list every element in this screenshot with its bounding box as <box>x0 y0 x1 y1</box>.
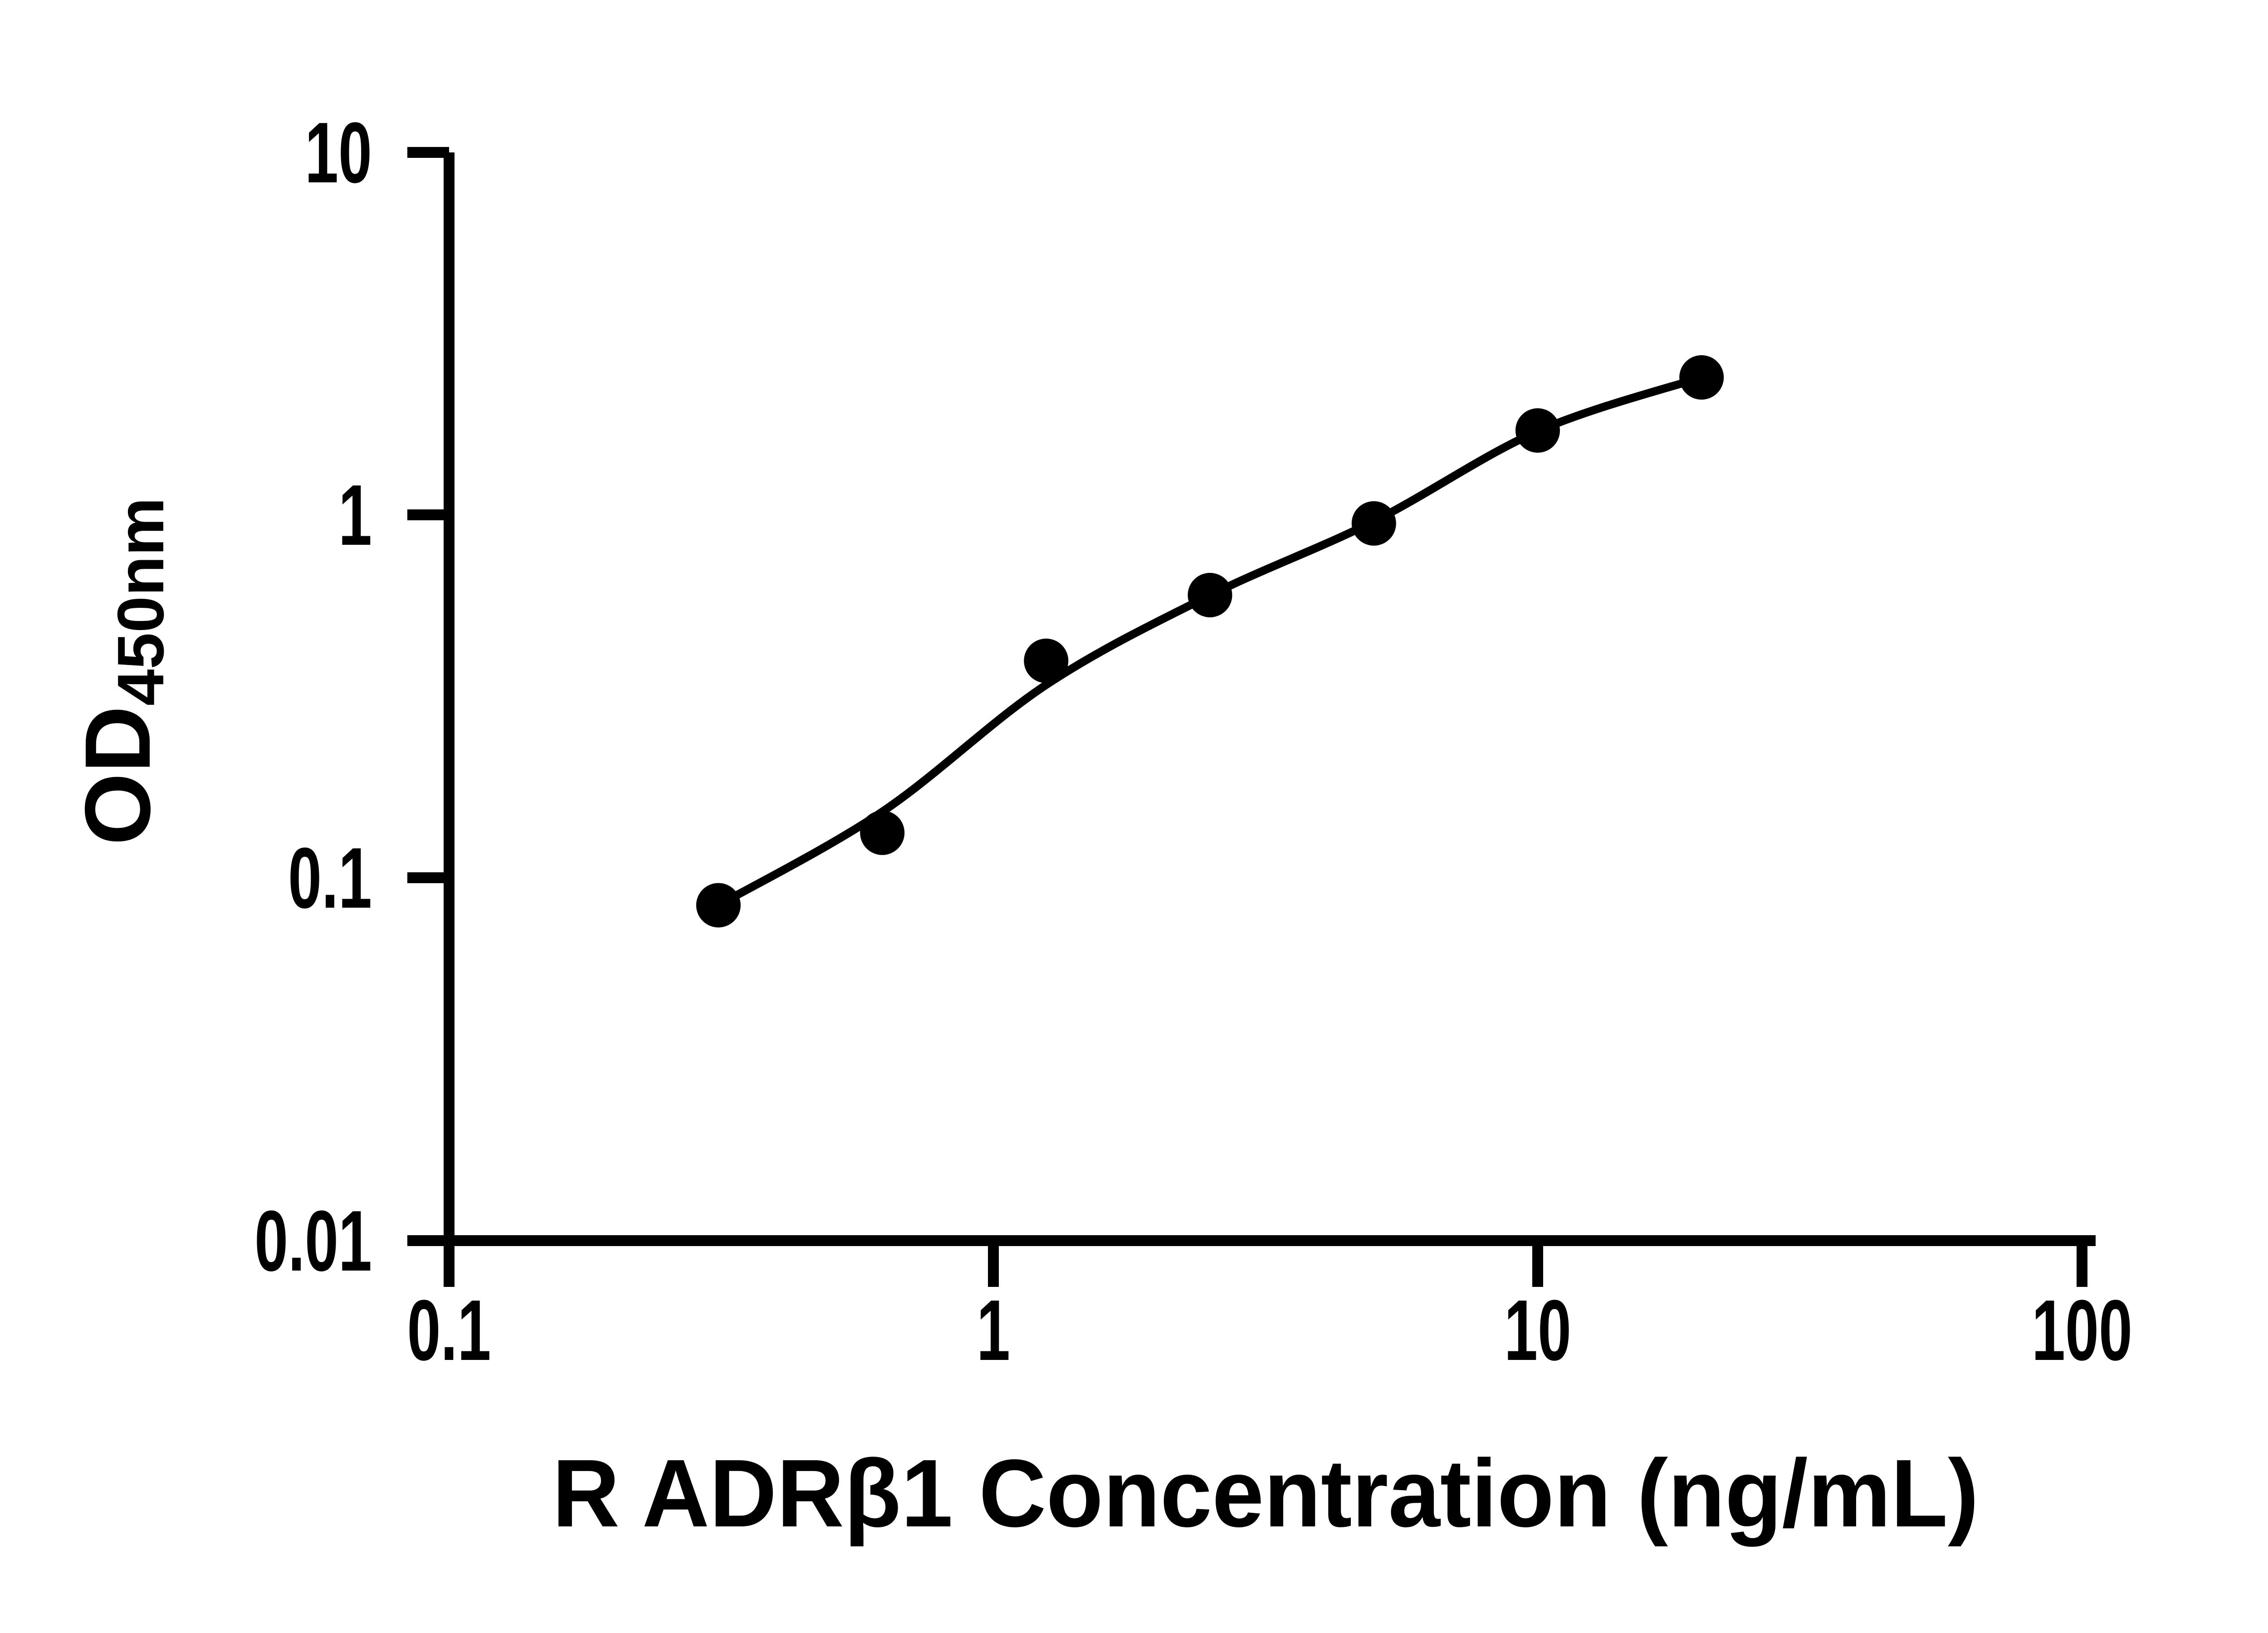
x-tick-label-100: 100 <box>2032 1282 2132 1379</box>
data-point <box>1679 355 1724 400</box>
x-tick-label-0.1: 0.1 <box>407 1282 491 1379</box>
x-tick-label-1: 1 <box>977 1282 1010 1379</box>
axis-spines <box>444 152 2096 1246</box>
x-tick-label-10: 10 <box>1504 1282 1571 1379</box>
y-tick-label-10: 10 <box>305 105 372 201</box>
y-axis-title-main: OD <box>66 706 170 846</box>
y-axis-title-subscript: 450nm <box>104 498 177 706</box>
data-point <box>1515 408 1560 453</box>
data-point <box>860 810 905 855</box>
y-axis-title: OD450nm <box>66 498 177 846</box>
y-tick-label-1: 1 <box>338 467 372 563</box>
data-point <box>696 883 741 928</box>
y-tick-labels: 10 1 0.1 0.01 <box>254 105 372 1289</box>
data-point <box>1024 638 1069 683</box>
data-points-group <box>696 355 1724 928</box>
y-tick-label-0.01: 0.01 <box>254 1193 372 1289</box>
y-tick-marks <box>407 147 449 1246</box>
x-axis-title: R ADRβ1 Concentration (ng/mL) <box>552 1440 1979 1547</box>
data-point <box>1351 501 1396 546</box>
data-point <box>1188 572 1232 617</box>
x-tick-marks <box>444 1241 2087 1287</box>
y-tick-label-0.1: 0.1 <box>288 830 372 926</box>
x-tick-labels: 0.1 1 10 100 <box>407 1282 2132 1379</box>
